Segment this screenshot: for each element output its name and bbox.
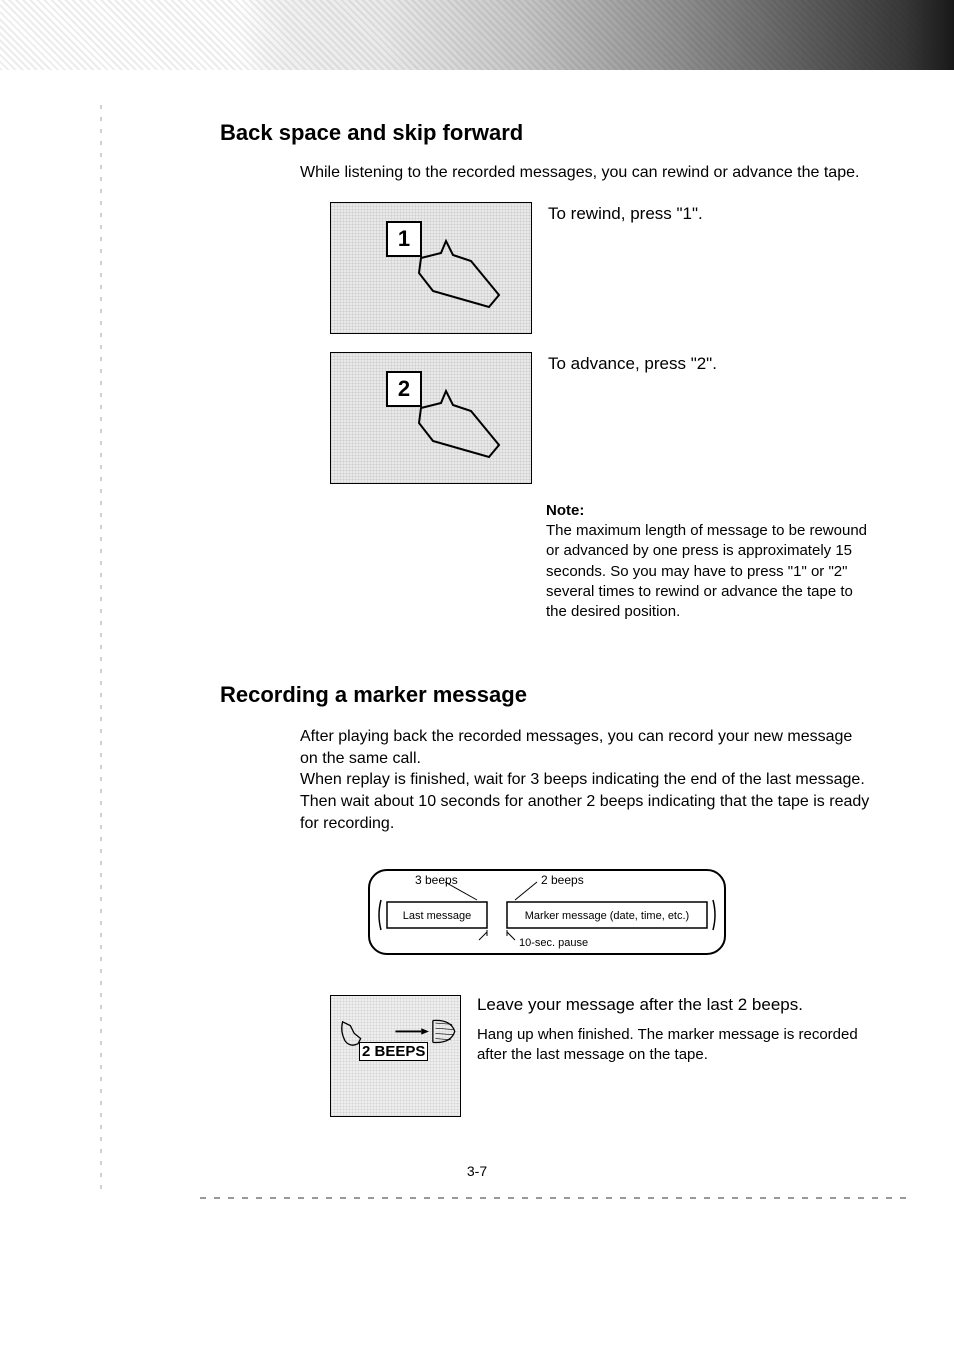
- tape-diagram: 3 beeps 2 beeps Last message Marker mess…: [367, 862, 727, 967]
- section2: Recording a marker message After playing…: [220, 682, 874, 1117]
- hand-icon: [411, 383, 511, 463]
- svg-text:Last message: Last message: [403, 910, 471, 922]
- note-body: The maximum length of message to be rewo…: [546, 521, 874, 622]
- svg-text:3 beeps: 3 beeps: [415, 873, 458, 887]
- step3-illustration: 2 BEEPS: [330, 995, 461, 1117]
- step2-illustration: 2: [330, 352, 532, 484]
- svg-text:Marker message (date, time, et: Marker message (date, time, etc.): [525, 910, 689, 922]
- scan-noise-top: [0, 0, 954, 70]
- phone-to-tape-icon: [331, 996, 460, 1073]
- document-page: Back space and skip forward While listen…: [0, 0, 954, 1349]
- spine-shadow: [100, 100, 102, 1189]
- step3-sub-text: Hang up when finished. The marker messag…: [477, 1025, 874, 1066]
- step1-row: 1 To rewind, press "1".: [330, 202, 874, 334]
- step3-text-stack: Leave your message after the last 2 beep…: [477, 995, 874, 1066]
- step3-row: 2 BEEPS Leave your message after the las…: [330, 995, 874, 1117]
- note-label: Note:: [546, 502, 874, 519]
- step3-main-text: Leave your message after the last 2 beep…: [477, 995, 874, 1015]
- section1-intro: While listening to the recorded messages…: [300, 164, 874, 182]
- page-number: 3-7: [0, 1163, 954, 1179]
- svg-text:2 beeps: 2 beeps: [541, 873, 584, 887]
- scan-noise-bottom: [200, 1197, 914, 1199]
- step2-text: To advance, press "2".: [548, 352, 717, 374]
- note-block: Note: The maximum length of message to b…: [546, 502, 874, 622]
- section2-body: After playing back the recorded messages…: [300, 726, 874, 834]
- section1-heading: Back space and skip forward: [220, 120, 874, 146]
- beeps-label: 2 BEEPS: [359, 1042, 428, 1061]
- step1-illustration: 1: [330, 202, 532, 334]
- section2-heading: Recording a marker message: [220, 682, 874, 708]
- hand-icon: [411, 233, 511, 313]
- step2-row: 2 To advance, press "2".: [330, 352, 874, 484]
- step1-text: To rewind, press "1".: [548, 202, 703, 224]
- svg-text:10-sec. pause: 10-sec. pause: [519, 937, 588, 949]
